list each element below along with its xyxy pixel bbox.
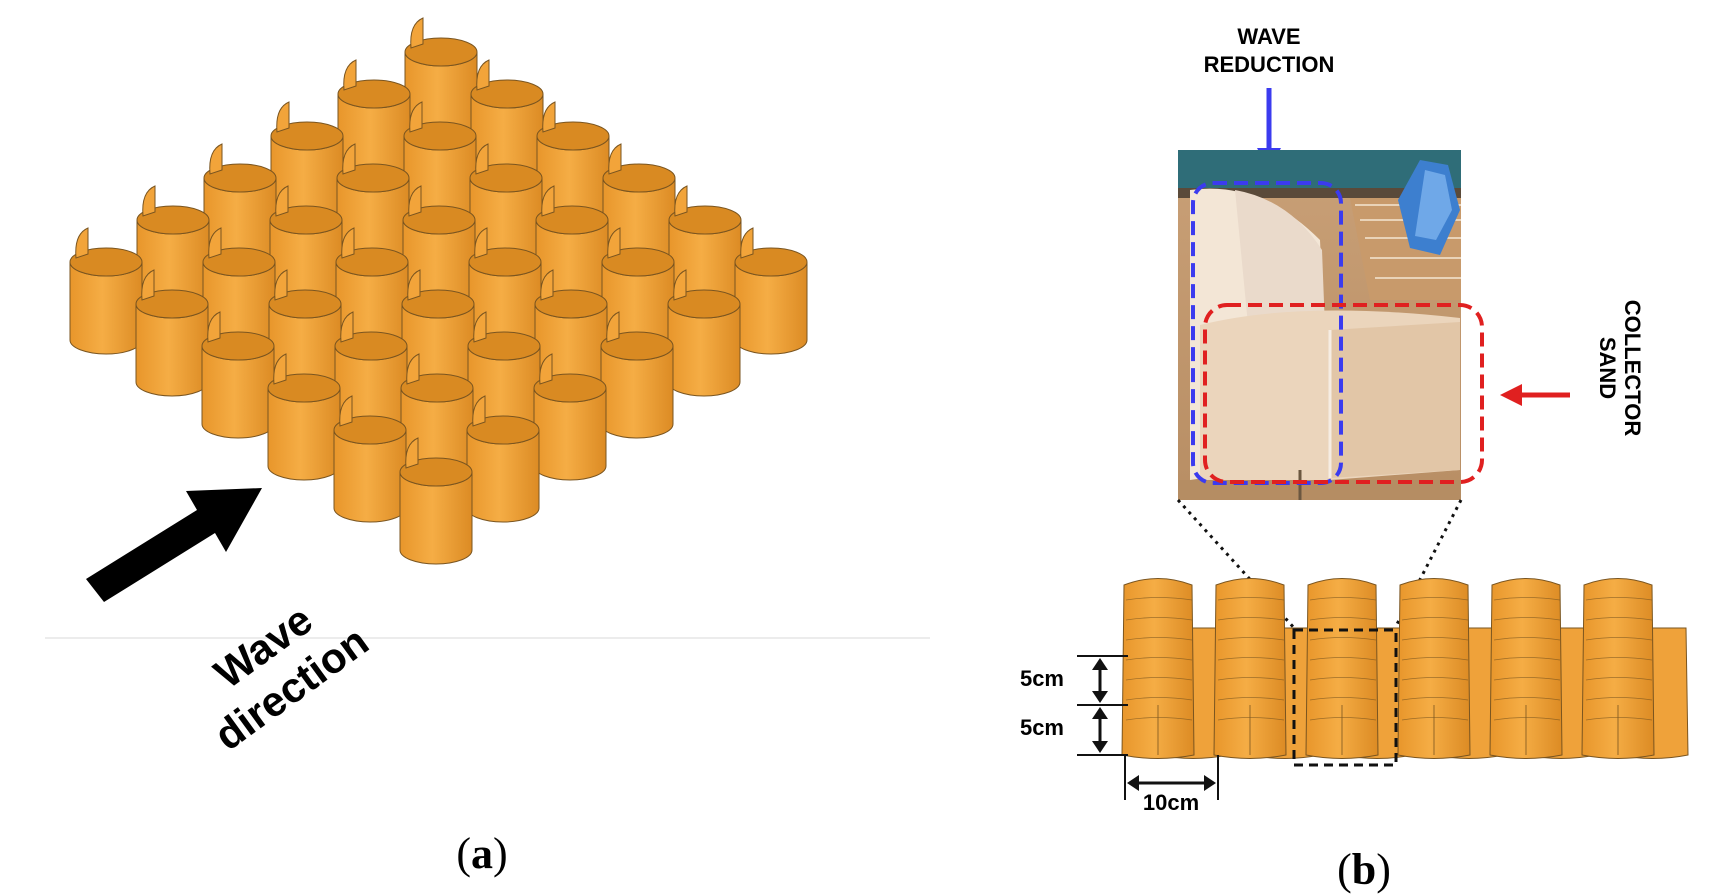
arrow-up-right-icon <box>86 488 262 602</box>
module-cylinder <box>668 185 742 313</box>
module-cylinder <box>399 437 473 565</box>
caption-b: (b) <box>1337 845 1391 894</box>
module-cylinder <box>201 311 275 439</box>
module-cylinder <box>533 353 607 481</box>
module-cylinder <box>535 185 609 313</box>
sand-collector-label-line2: COLLECTOR <box>1620 300 1645 437</box>
module-cylinder <box>667 269 741 397</box>
module-cylinder <box>403 101 477 229</box>
dimension-height-label-2: 5cm <box>1020 715 1064 740</box>
module-cylinder <box>404 17 478 145</box>
module-side-view <box>1397 578 1505 759</box>
module-cylinder <box>534 269 608 397</box>
wave-reduction-highlight-box <box>1191 181 1343 485</box>
module-cylinder <box>466 395 540 523</box>
module-cylinder <box>69 227 143 355</box>
module-side-view <box>1581 578 1689 759</box>
module-cylinder <box>536 101 610 229</box>
zoom-selection-box <box>1292 628 1398 767</box>
panel-a-isometric-array: Wave direction (a) <box>45 17 930 878</box>
module-cylinder <box>333 395 407 523</box>
module-cylinder <box>268 269 342 397</box>
module-cylinder <box>135 269 209 397</box>
module-cylinder <box>400 353 474 481</box>
module-cylinder <box>600 311 674 439</box>
panel-b-photo-and-side-view: WAVE REDUCTION <box>1020 24 1689 894</box>
module-cylinder <box>734 227 808 355</box>
sand-collector-label-line1: SAND <box>1595 337 1620 399</box>
module-cylinder <box>336 143 410 271</box>
module-side-view <box>1121 578 1229 759</box>
dimension-annotations <box>1077 655 1219 800</box>
module-cylinder <box>469 143 543 271</box>
dimension-height-label-1: 5cm <box>1020 666 1064 691</box>
wave-reduction-label-line2: REDUCTION <box>1204 52 1335 77</box>
module-cylinder <box>202 227 276 355</box>
module-array-isometric <box>69 17 808 565</box>
module-cylinder <box>401 269 475 397</box>
prototype-photo <box>1178 150 1461 500</box>
module-row-side-view <box>1121 578 1689 759</box>
module-cylinder <box>203 143 277 271</box>
caption-a: (a) <box>456 829 507 878</box>
module-cylinder <box>470 59 544 187</box>
module-side-view <box>1213 578 1321 759</box>
arrow-left-icon <box>1500 384 1570 406</box>
module-cylinder <box>136 185 210 313</box>
module-side-view <box>1489 578 1597 759</box>
sand-collector-highlight-box <box>1203 303 1484 484</box>
module-cylinder <box>467 311 541 439</box>
module-cylinder <box>334 311 408 439</box>
wave-reduction-label-line1: WAVE <box>1237 24 1300 49</box>
module-cylinder <box>267 353 341 481</box>
module-cylinder <box>270 101 344 229</box>
module-cylinder <box>468 227 542 355</box>
dimension-width-label: 10cm <box>1143 790 1199 815</box>
wave-direction-arrow: Wave direction <box>86 488 377 759</box>
module-cylinder <box>337 59 411 187</box>
module-cylinder <box>335 227 409 355</box>
module-cylinder <box>602 143 676 271</box>
